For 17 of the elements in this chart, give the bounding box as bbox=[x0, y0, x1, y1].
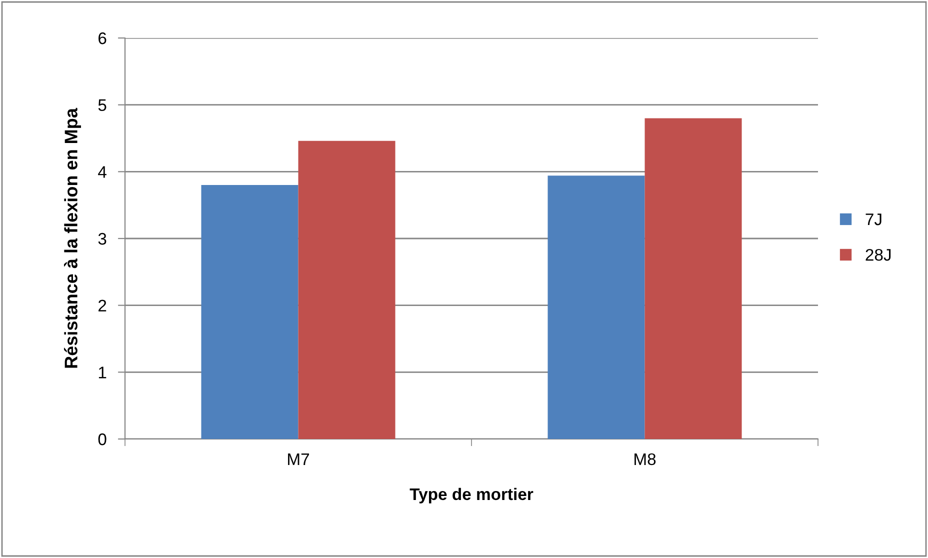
bar bbox=[201, 185, 298, 439]
legend-label: 7J bbox=[866, 214, 882, 226]
y-axis-title: Résistance à la flexion en Mpa bbox=[64, 108, 82, 368]
y-tick-label: 5 bbox=[98, 99, 106, 112]
x-tick-label: M7 bbox=[288, 454, 309, 465]
bar bbox=[644, 118, 742, 439]
x-tick-label: M8 bbox=[634, 453, 656, 466]
bar bbox=[548, 176, 645, 439]
y-tick-label: 1 bbox=[98, 366, 106, 378]
legend-label: 28J bbox=[866, 248, 891, 261]
y-tick-label: 6 bbox=[98, 32, 106, 44]
bar bbox=[298, 140, 396, 439]
y-tick-label: 0 bbox=[98, 433, 106, 446]
y-tick-label: 2 bbox=[98, 300, 106, 312]
y-tick-label: 4 bbox=[98, 166, 106, 178]
x-axis-title: Type de mortier bbox=[410, 488, 534, 504]
y-tick-label: 3 bbox=[98, 232, 106, 245]
